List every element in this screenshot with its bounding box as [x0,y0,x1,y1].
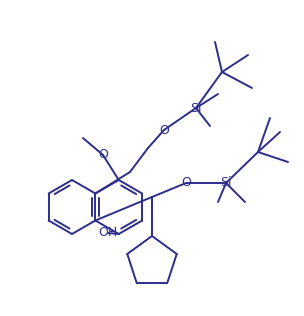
Text: O: O [98,149,108,161]
Text: O: O [181,177,191,190]
Text: Si: Si [190,101,202,114]
Text: OH: OH [98,227,118,240]
Text: O: O [159,124,169,137]
Text: Si: Si [220,177,232,190]
